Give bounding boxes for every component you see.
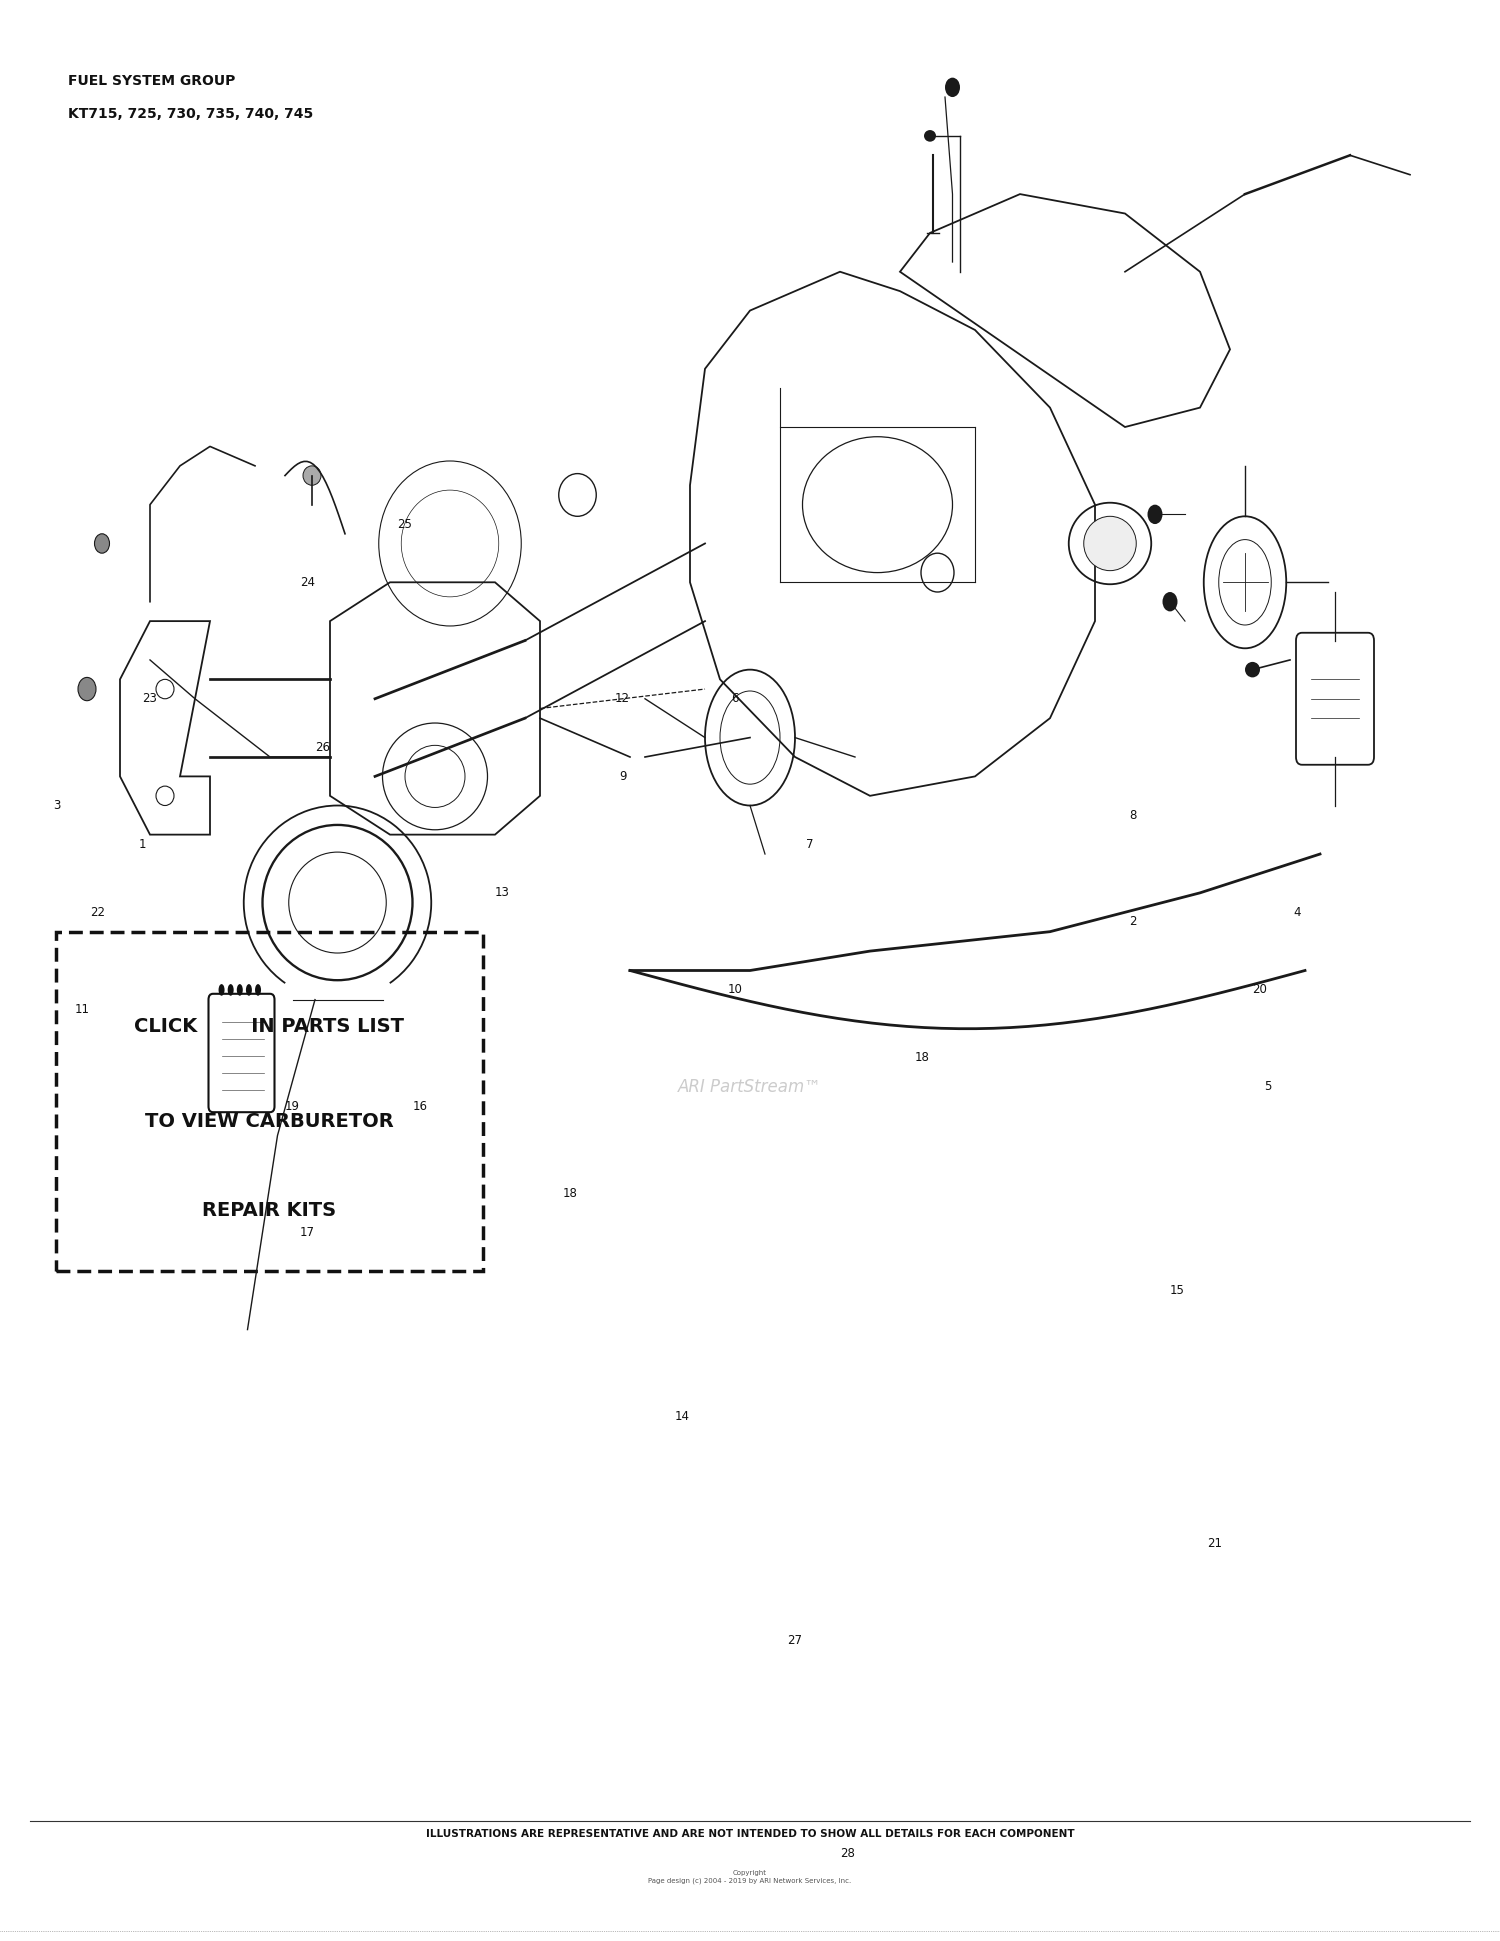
Ellipse shape	[1245, 662, 1260, 677]
Ellipse shape	[78, 677, 96, 701]
Text: 25: 25	[398, 518, 412, 530]
Text: 21: 21	[1208, 1537, 1222, 1549]
Ellipse shape	[94, 534, 110, 553]
Text: 2: 2	[1128, 916, 1137, 928]
Text: 20: 20	[1252, 984, 1268, 996]
Text: 19: 19	[285, 1101, 300, 1112]
Text: FUEL SYSTEM GROUP: FUEL SYSTEM GROUP	[68, 74, 236, 87]
Text: ILLUSTRATIONS ARE REPRESENTATIVE AND ARE NOT INTENDED TO SHOW ALL DETAILS FOR EA: ILLUSTRATIONS ARE REPRESENTATIVE AND ARE…	[426, 1828, 1074, 1840]
Text: 3: 3	[54, 800, 60, 811]
Text: 18: 18	[562, 1188, 578, 1200]
Text: TO VIEW CARBURETOR: TO VIEW CARBURETOR	[146, 1112, 393, 1132]
Text: 28: 28	[840, 1848, 855, 1859]
Text: 26: 26	[315, 741, 330, 753]
Ellipse shape	[1148, 505, 1162, 524]
Text: 16: 16	[413, 1101, 428, 1112]
Text: 14: 14	[675, 1411, 690, 1423]
Ellipse shape	[219, 984, 225, 996]
Text: 5: 5	[1264, 1081, 1270, 1093]
Text: 4: 4	[1293, 906, 1300, 918]
Text: Copyright
Page design (c) 2004 - 2019 by ARI Network Services, Inc.: Copyright Page design (c) 2004 - 2019 by…	[648, 1871, 852, 1883]
Text: 1: 1	[138, 839, 147, 850]
Text: 22: 22	[90, 906, 105, 918]
Text: CLICK        IN PARTS LIST: CLICK IN PARTS LIST	[135, 1017, 405, 1036]
Text: 18: 18	[915, 1052, 930, 1064]
Text: 13: 13	[495, 887, 510, 899]
Ellipse shape	[924, 130, 936, 142]
Ellipse shape	[1083, 516, 1137, 571]
Ellipse shape	[945, 78, 960, 97]
Text: 10: 10	[728, 984, 742, 996]
Ellipse shape	[228, 984, 234, 996]
Text: ARI PartStream™: ARI PartStream™	[678, 1077, 822, 1097]
Text: 24: 24	[300, 576, 315, 588]
Ellipse shape	[303, 466, 321, 485]
Text: 23: 23	[142, 693, 158, 705]
Text: 15: 15	[1170, 1285, 1185, 1297]
Text: 7: 7	[807, 839, 813, 850]
Ellipse shape	[237, 984, 243, 996]
Text: 17: 17	[300, 1227, 315, 1238]
Ellipse shape	[1162, 592, 1178, 611]
Text: REPAIR KITS: REPAIR KITS	[202, 1201, 336, 1219]
Text: 8: 8	[1130, 809, 1136, 821]
Text: KT715, 725, 730, 735, 740, 745: KT715, 725, 730, 735, 740, 745	[68, 107, 312, 120]
Text: 12: 12	[615, 693, 630, 705]
Text: 27: 27	[788, 1634, 802, 1646]
Text: 11: 11	[75, 1003, 90, 1015]
Text: 9: 9	[618, 771, 627, 782]
Ellipse shape	[246, 984, 252, 996]
Text: 6: 6	[732, 693, 738, 705]
Ellipse shape	[255, 984, 261, 996]
